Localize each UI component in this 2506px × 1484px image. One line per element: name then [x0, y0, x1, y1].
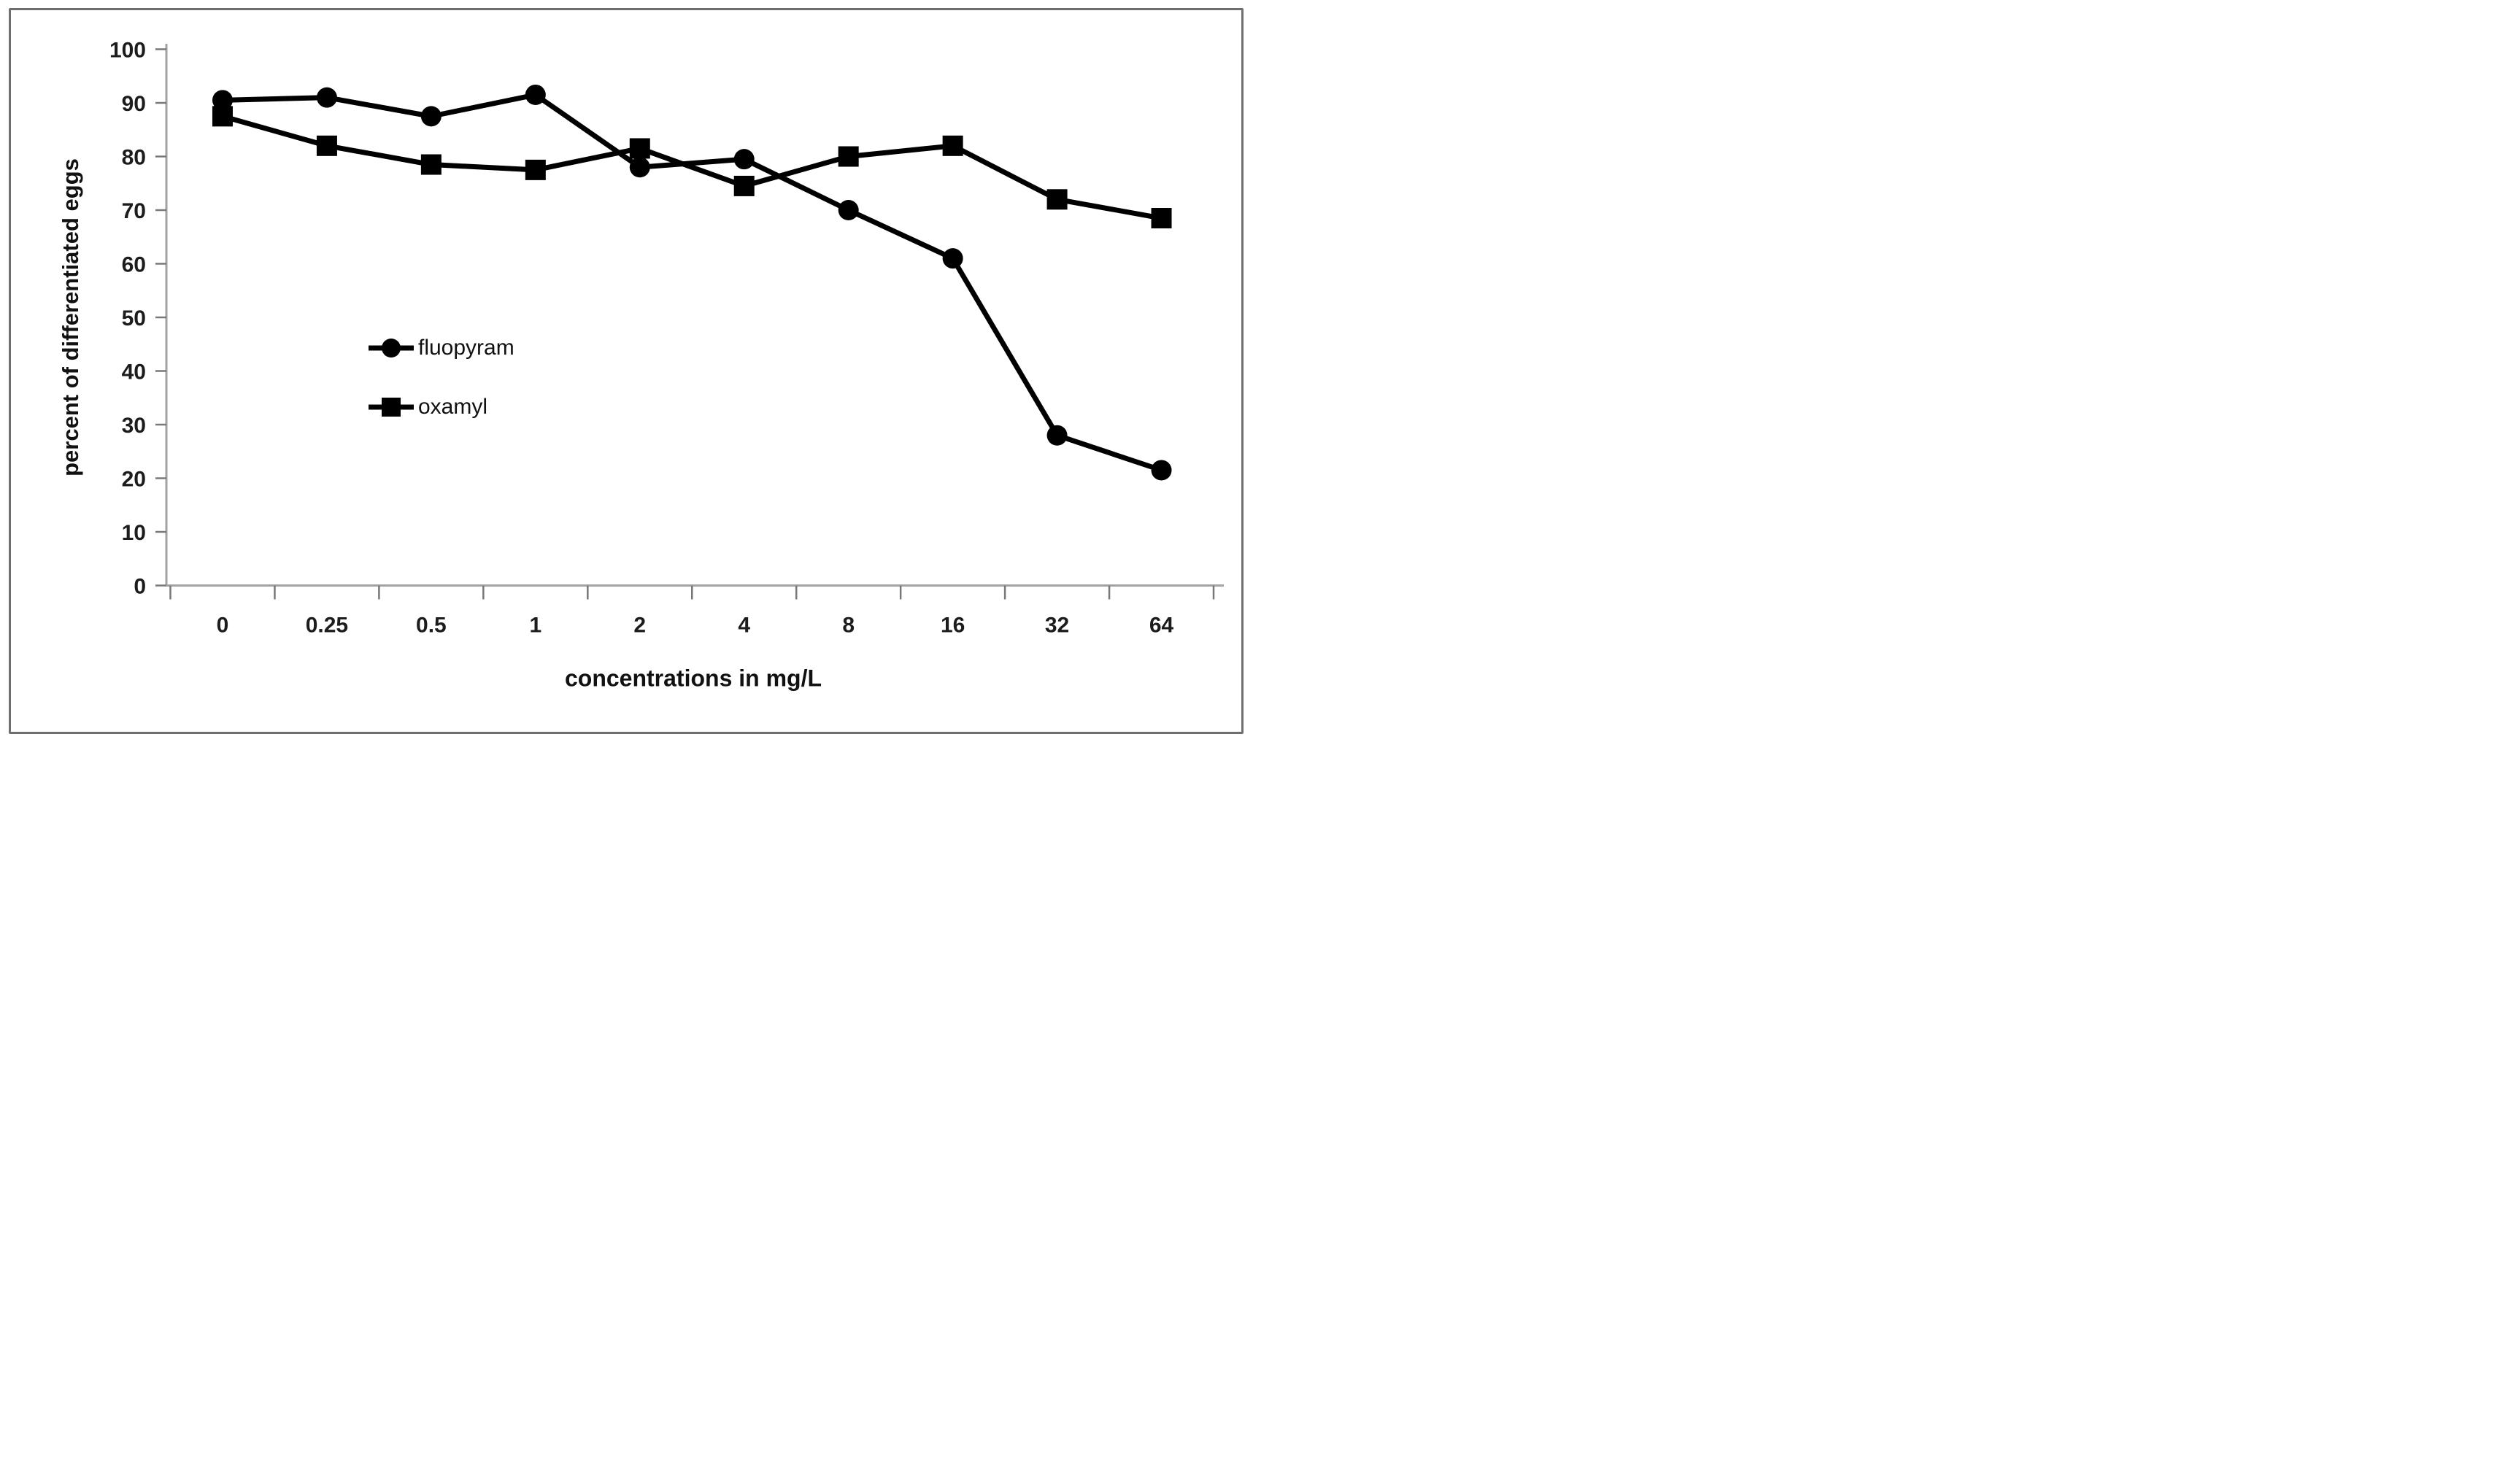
marker-square-oxamyl: [420, 154, 442, 175]
x-tick-label: 8: [842, 614, 855, 638]
y-tick-label: 20: [122, 468, 146, 492]
marker-circle-fluopyram: [420, 106, 442, 127]
line-chart: 0 10 20 30 40 50 60 70 80 90 100 0 0.25 0.5 1 2 4 8 16 32 64: [109, 39, 1224, 638]
marker-circle-fluopyram: [1151, 460, 1172, 481]
marker-circle-fluopyram: [629, 157, 650, 178]
series-line-oxamyl: [220, 113, 1165, 221]
marker-circle-fluopyram: [316, 87, 337, 108]
marker-square-oxamyl: [733, 175, 755, 196]
y-tick-label: 10: [122, 521, 146, 545]
y-tick-label: 40: [122, 360, 146, 384]
x-tick-label: 64: [1149, 614, 1174, 638]
x-tick-label: 4: [738, 614, 750, 638]
y-tick-label: 90: [122, 92, 146, 116]
chart-page: 0 10 20 30 40 50 60 70 80 90 100 0 0.25 0.5 1 2 4 8 16 32 64…: [0, 0, 1253, 742]
marker-square-oxamyl: [629, 138, 650, 159]
x-tick-label: 0.25: [306, 614, 348, 638]
marker-square-oxamyl: [1046, 189, 1068, 210]
marker-circle-fluopyram: [838, 200, 859, 220]
legend-item-fluopyram: fluopyram: [367, 330, 514, 366]
legend-item-oxamyl: oxamyl: [367, 389, 514, 425]
x-tick-label: 16: [941, 614, 965, 638]
marker-circle-fluopyram: [1046, 425, 1068, 446]
marker-square-oxamyl: [838, 146, 859, 167]
square-marker-icon: [369, 398, 414, 417]
y-tick-label: 100: [109, 39, 146, 63]
legend: fluopyram oxamyl: [367, 330, 514, 448]
marker-square-oxamyl: [525, 159, 546, 180]
y-tick-label: 70: [122, 199, 146, 223]
x-tick-label: 1: [529, 614, 541, 638]
x-axis-title: concentrations in mg/L: [564, 665, 822, 692]
x-tick-label: 0.5: [416, 614, 447, 638]
series-line-fluopyram: [220, 92, 1165, 473]
y-tick-label: 60: [122, 253, 146, 277]
y-axis-title: percent of differentiated eggs: [58, 158, 83, 476]
chart-frame: [9, 8, 1244, 734]
y-tick-label: 30: [122, 414, 146, 438]
marker-circle-fluopyram: [733, 149, 755, 170]
y-tick-label: 0: [134, 575, 146, 599]
marker-square-oxamyl: [942, 135, 963, 156]
marker-square-oxamyl: [1151, 208, 1172, 229]
x-tick-label: 2: [633, 614, 646, 638]
marker-circle-fluopyram: [525, 84, 546, 105]
marker-circle-fluopyram: [942, 248, 963, 269]
circle-marker-icon: [369, 339, 414, 358]
marker-circle-fluopyram: [212, 90, 233, 111]
x-tick-label: 32: [1045, 614, 1069, 638]
marker-square-oxamyl: [316, 135, 337, 156]
y-tick-label: 80: [122, 146, 146, 170]
x-tick-label: 0: [217, 614, 229, 638]
legend-label: fluopyram: [418, 336, 514, 360]
legend-label: oxamyl: [418, 395, 488, 419]
y-tick-label: 50: [122, 306, 146, 331]
marker-square-oxamyl: [212, 106, 233, 127]
